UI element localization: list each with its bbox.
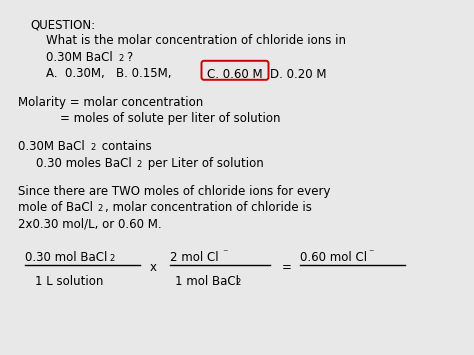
Text: What is the molar concentration of chloride ions in: What is the molar concentration of chlor… <box>46 34 346 48</box>
Text: 2x0.30 mol/L, or 0.60 M.: 2x0.30 mol/L, or 0.60 M. <box>18 218 162 231</box>
Text: 0.60 mol Cl: 0.60 mol Cl <box>300 251 367 264</box>
Text: 2: 2 <box>90 143 95 152</box>
Text: 1 L solution: 1 L solution <box>35 274 103 288</box>
Text: 0.30 moles BaCl: 0.30 moles BaCl <box>36 157 132 170</box>
Text: 1 mol BaCl: 1 mol BaCl <box>175 274 239 288</box>
Text: mole of BaCl: mole of BaCl <box>18 201 93 214</box>
Text: contains: contains <box>98 140 152 153</box>
Text: A.  0.30M,   B. 0.15M,: A. 0.30M, B. 0.15M, <box>46 67 172 81</box>
Text: 2: 2 <box>235 278 240 286</box>
Text: =: = <box>282 261 292 274</box>
Text: QUESTION:: QUESTION: <box>30 18 95 31</box>
Text: x: x <box>150 261 157 274</box>
Text: 0.30 mol BaCl: 0.30 mol BaCl <box>25 251 108 264</box>
Text: Since there are TWO moles of chloride ions for every: Since there are TWO moles of chloride io… <box>18 185 330 198</box>
Text: ⁻: ⁻ <box>222 248 228 259</box>
Text: ⁻: ⁻ <box>368 248 374 259</box>
Text: C. 0.60 M: C. 0.60 M <box>207 67 263 81</box>
Text: , molar concentration of chloride is: , molar concentration of chloride is <box>105 201 312 214</box>
Text: 2: 2 <box>118 54 123 63</box>
Text: = moles of solute per liter of solution: = moles of solute per liter of solution <box>60 112 281 125</box>
Text: ?: ? <box>126 51 132 64</box>
Text: 2 mol Cl: 2 mol Cl <box>170 251 219 264</box>
Text: 2: 2 <box>97 204 102 213</box>
Text: D. 0.20 M: D. 0.20 M <box>270 67 327 81</box>
Text: 0.30M BaCl: 0.30M BaCl <box>18 140 85 153</box>
Text: 2: 2 <box>136 160 141 169</box>
Text: 2: 2 <box>109 254 114 263</box>
Text: Molarity = molar concentration: Molarity = molar concentration <box>18 95 203 109</box>
Text: per Liter of solution: per Liter of solution <box>144 157 264 170</box>
Text: 0.30M BaCl: 0.30M BaCl <box>46 51 113 64</box>
